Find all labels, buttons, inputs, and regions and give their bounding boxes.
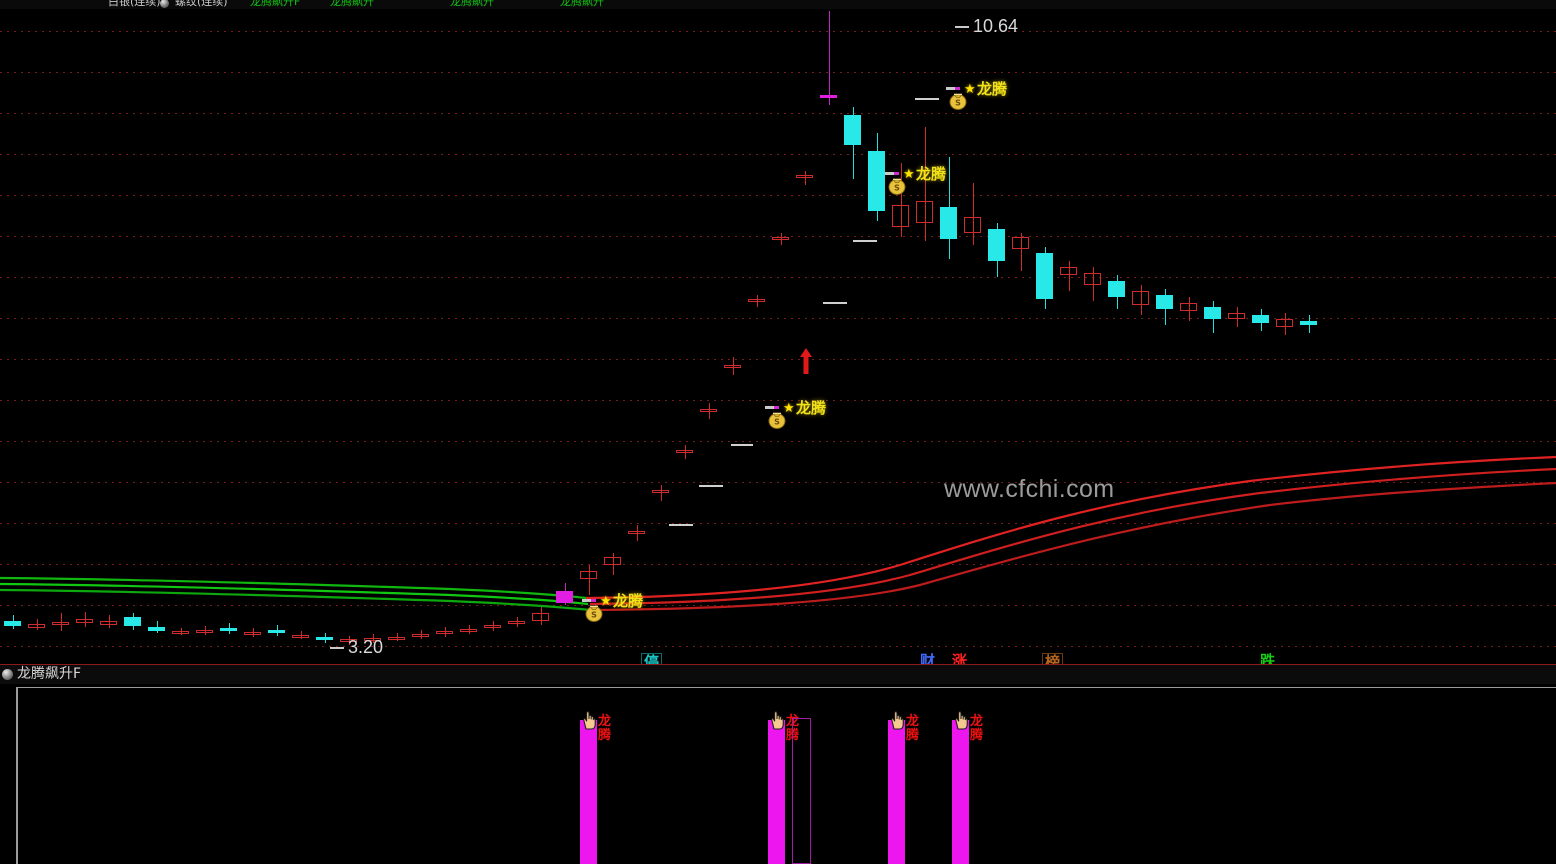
star-icon: ★ — [964, 82, 976, 97]
signal-label[interactable]: 龙腾 — [796, 399, 827, 417]
gridline — [0, 564, 1556, 565]
top-toolbar[interactable]: 白银(连续) 螺纹(连续) 龙腾飙升F 龙腾飙升 龙腾飙升 龙腾飙升 — [0, 0, 1556, 9]
signal-tick — [885, 172, 899, 175]
price-label: 10.64 — [973, 16, 1019, 36]
indicator-bar-label: 龙腾 — [598, 714, 612, 743]
signal-tick — [582, 599, 596, 602]
pointing-hand-icon — [955, 711, 968, 730]
toolbar-item-2[interactable]: 龙腾飙升F — [250, 0, 301, 8]
gridline — [0, 441, 1556, 442]
signal-label[interactable]: 龙腾 — [916, 165, 947, 183]
price-pointer-tick — [955, 26, 969, 28]
limit-dash — [853, 240, 877, 242]
svg-text:S: S — [591, 611, 597, 620]
indicator-bar — [768, 720, 785, 864]
indicator-pane[interactable]: 龙腾飙升F 龙腾 龙腾 龙腾 龙腾 — [0, 665, 1556, 864]
toolbar-item-0[interactable]: 白银(连续) — [108, 0, 161, 8]
limit-dash — [699, 485, 723, 487]
indicator-bar-label: 龙腾 — [970, 714, 984, 743]
signal-tick — [946, 87, 960, 90]
indicator-icon[interactable] — [2, 669, 13, 680]
marker-token-cai[interactable]: 财 — [920, 652, 936, 665]
pointing-hand-icon — [891, 711, 904, 730]
circle-gear-icon[interactable] — [160, 0, 169, 8]
svg-text:S: S — [774, 418, 780, 427]
gridline — [0, 359, 1556, 360]
limit-dash — [823, 302, 847, 304]
gridline — [0, 523, 1556, 524]
gridline — [0, 236, 1556, 237]
money-bag-icon: S — [888, 178, 906, 195]
marker-token-die[interactable]: 跌 — [1260, 652, 1276, 665]
gridline — [0, 31, 1556, 32]
money-bag-icon: S — [585, 605, 603, 622]
limit-dash — [915, 98, 939, 100]
toolbar-item-5[interactable]: 龙腾飙升 — [560, 0, 604, 8]
signal-label[interactable]: 龙腾 — [977, 80, 1008, 98]
price-chart-pane[interactable]: www.cfchi.com 10.64 3.20 S ★ 龙腾 S ★ 龙腾 S ★ 龙腾 S ★ 龙腾 — [0, 9, 1556, 664]
up-arrow-icon — [800, 348, 812, 374]
indicator-bar — [952, 720, 969, 864]
toolbar-item-1[interactable]: 螺纹(连续) — [175, 0, 228, 8]
svg-text:S: S — [894, 184, 900, 193]
gridline — [0, 72, 1556, 73]
gridline — [0, 646, 1556, 647]
price-label: 3.20 — [348, 637, 384, 657]
indicator-bar — [580, 720, 597, 864]
money-bag-icon: S — [768, 412, 786, 429]
indicator-bar — [888, 720, 905, 864]
marker-token-stop[interactable]: 停 — [641, 653, 663, 664]
indicator-header[interactable]: 龙腾飙升F — [0, 665, 1556, 684]
gridline — [0, 195, 1556, 196]
signal-tick — [765, 406, 779, 409]
pointing-hand-icon — [771, 711, 784, 730]
toolbar-item-3[interactable]: 龙腾飙升 — [330, 0, 374, 8]
toolbar-item-4[interactable]: 龙腾飙升 — [450, 0, 494, 8]
indicator-bar — [792, 718, 811, 864]
watermark: www.cfchi.com — [944, 475, 1115, 503]
pane-separator — [0, 664, 1556, 665]
indicator-bar-label: 龙腾 — [906, 714, 920, 743]
signal-label[interactable]: 龙腾 — [613, 592, 644, 610]
indicator-plot-area: 龙腾 龙腾 龙腾 龙腾 — [16, 687, 1556, 864]
pointing-hand-icon — [583, 711, 596, 730]
limit-dash — [669, 524, 693, 526]
indicator-title: 龙腾飙升F — [17, 666, 82, 682]
limit-dash — [731, 444, 753, 446]
marker-token-bang[interactable]: 榜 — [1042, 653, 1064, 664]
gridline — [0, 318, 1556, 319]
gridline — [0, 113, 1556, 114]
svg-text:S: S — [955, 99, 961, 108]
marker-token-zhang[interactable]: 涨 — [952, 652, 968, 665]
star-icon: ★ — [600, 594, 612, 609]
gridline — [0, 277, 1556, 278]
gridline — [0, 400, 1556, 401]
star-icon: ★ — [783, 401, 795, 416]
moving-average-lines — [0, 455, 1556, 612]
gridline — [0, 154, 1556, 155]
price-pointer-tick — [330, 647, 344, 649]
money-bag-icon: S — [949, 93, 967, 110]
gridline — [0, 482, 1556, 483]
gridline — [0, 605, 1556, 606]
star-icon: ★ — [903, 167, 915, 182]
